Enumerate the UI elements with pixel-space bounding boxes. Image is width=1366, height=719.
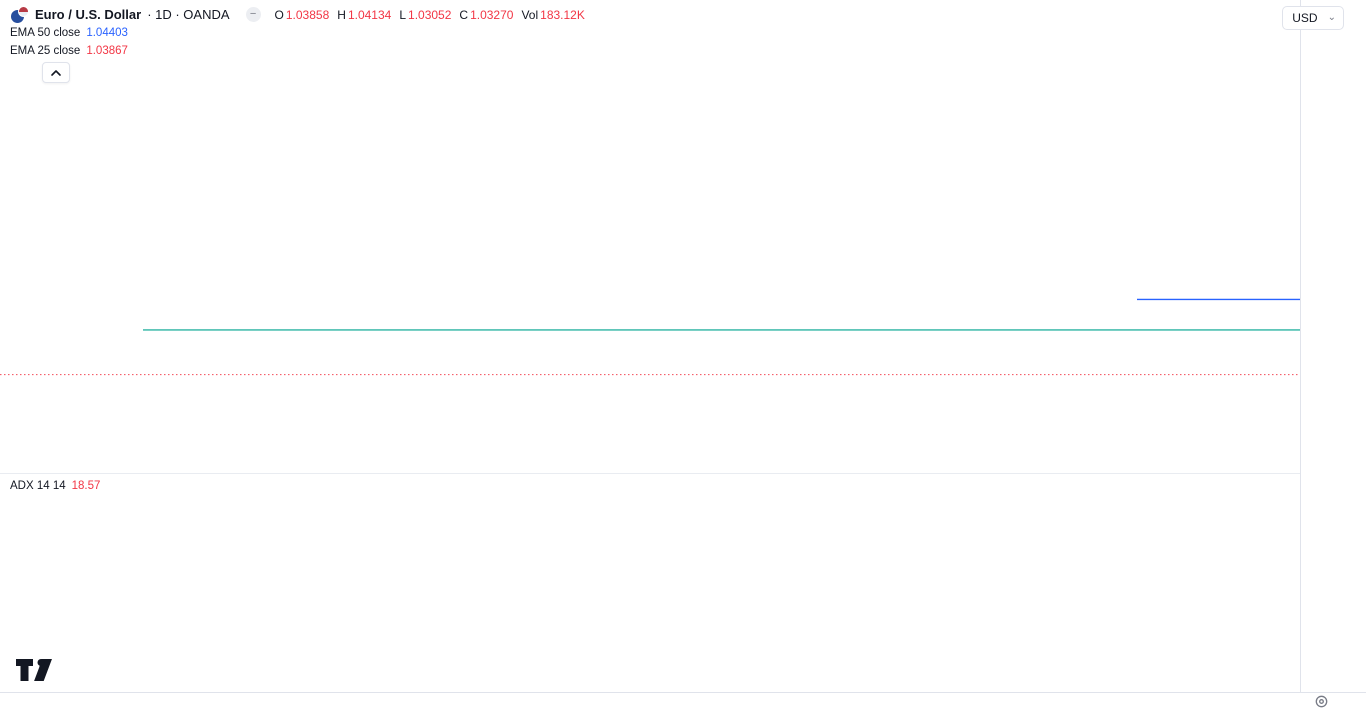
low-label: L bbox=[399, 7, 407, 22]
pane-divider[interactable] bbox=[0, 473, 1366, 474]
volume-label: Vol bbox=[521, 7, 539, 22]
adx-legend[interactable]: ADX 14 14 18.57 bbox=[10, 480, 100, 492]
tradingview-logo[interactable] bbox=[16, 658, 56, 687]
time-scale[interactable] bbox=[0, 692, 1366, 719]
close-value: 1.03270 bbox=[470, 7, 514, 22]
tradingview-logo-icon bbox=[16, 659, 52, 681]
price-unit-value: USD bbox=[1292, 11, 1318, 25]
hide-legend-button[interactable]: − bbox=[245, 7, 261, 22]
high-value: 1.04134 bbox=[347, 7, 392, 22]
ohlc-values: O 1.03858 H 1.04134 L 1.03052 C 1.03270 Vol 1… bbox=[275, 8, 585, 22]
price-unit-selector[interactable]: USD ⌄ bbox=[1282, 6, 1344, 30]
ema50-name: EMA 50 close bbox=[10, 27, 81, 39]
chevron-up-icon bbox=[51, 69, 61, 76]
price-scale[interactable] bbox=[1300, 0, 1366, 692]
close-label: C bbox=[459, 7, 469, 22]
adx-name: ADX 14 14 bbox=[10, 480, 66, 492]
currency-pair-icon bbox=[10, 6, 29, 24]
high-label: H bbox=[337, 7, 346, 22]
symbol-header: Euro / U.S. Dollar · 1D · OANDA − O 1.038… bbox=[10, 6, 585, 24]
ema50-value: 1.04403 bbox=[86, 27, 128, 39]
ema25-name: EMA 25 close bbox=[10, 45, 81, 57]
low-value: 1.03052 bbox=[408, 7, 452, 22]
open-value: 1.03858 bbox=[285, 7, 330, 22]
ema25-value: 1.03867 bbox=[86, 45, 128, 57]
ema25-legend[interactable]: EMA 25 close 1.03867 bbox=[10, 45, 128, 57]
chevron-down-icon: ⌄ bbox=[1327, 11, 1336, 23]
volume-value: 183.12K bbox=[540, 7, 585, 22]
symbol-meta[interactable]: · 1D · OANDA bbox=[147, 7, 230, 22]
ema50-legend[interactable]: EMA 50 close 1.04403 bbox=[10, 27, 128, 39]
collapse-pane-button[interactable] bbox=[42, 62, 70, 83]
open-label: O bbox=[274, 7, 284, 22]
symbol-title[interactable]: Euro / U.S. Dollar bbox=[35, 7, 142, 22]
scale-settings-icon[interactable] bbox=[1314, 694, 1329, 714]
adx-value: 18.57 bbox=[71, 480, 101, 492]
